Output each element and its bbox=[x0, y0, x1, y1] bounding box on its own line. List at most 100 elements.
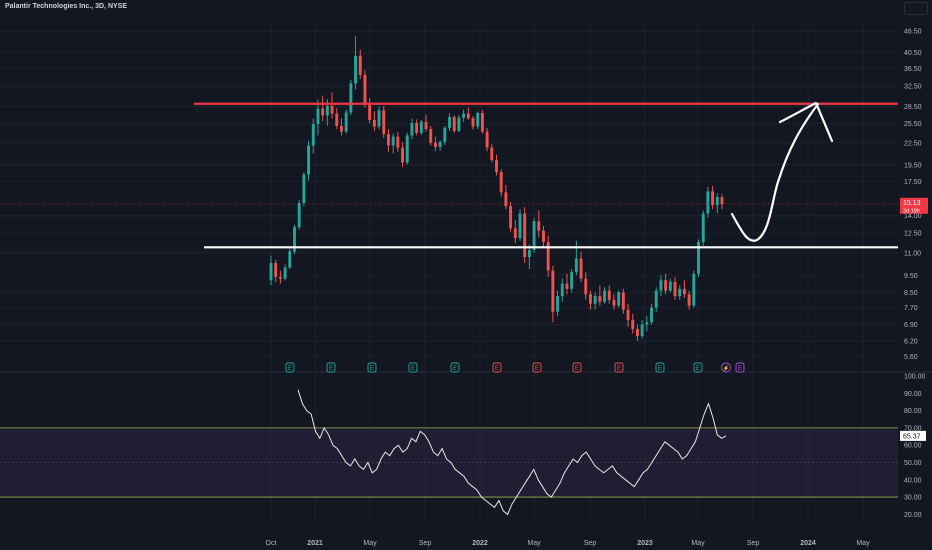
candle-body bbox=[429, 129, 433, 143]
candle-body bbox=[354, 55, 358, 84]
candle-body bbox=[330, 105, 334, 114]
earnings-marker-label: E bbox=[696, 366, 700, 372]
candle-body bbox=[631, 320, 635, 330]
candle-body bbox=[711, 191, 715, 206]
rsi-tick-label: 90.00 bbox=[904, 391, 922, 398]
projection-path bbox=[730, 102, 820, 242]
candle-body bbox=[499, 172, 503, 193]
candle-body bbox=[617, 292, 621, 306]
candle-body bbox=[570, 272, 574, 289]
support-resistance-lines bbox=[0, 102, 898, 249]
earnings-marker-label: E bbox=[738, 366, 742, 372]
candle-body bbox=[438, 142, 442, 147]
earnings-marker-label: E bbox=[658, 366, 662, 372]
candle-body bbox=[668, 281, 672, 291]
candle-body bbox=[391, 136, 395, 146]
earnings-marker bbox=[693, 362, 703, 373]
candle-body bbox=[325, 105, 329, 116]
candle-body bbox=[480, 113, 484, 132]
candle-body bbox=[283, 267, 287, 279]
earnings-marker-label: E bbox=[411, 366, 415, 372]
candle-body bbox=[349, 83, 353, 113]
candle-body bbox=[396, 136, 400, 148]
axes: Oct 2021 May Sep 2022 May Sep 2023 May Sep 2024 May… bbox=[266, 29, 928, 547]
price-tick-label: 25.50 bbox=[904, 121, 922, 128]
rsi-tick-label: 60.00 bbox=[904, 443, 922, 450]
candle-body bbox=[302, 174, 306, 204]
earnings-marker bbox=[285, 362, 295, 373]
rsi-value-label-bg bbox=[900, 430, 926, 441]
lightning-marker bbox=[721, 362, 731, 373]
rsi-tick-label: 30.00 bbox=[904, 495, 922, 502]
price-tick-label: 22.50 bbox=[904, 140, 922, 147]
candle-body bbox=[311, 124, 315, 146]
price-label-bg bbox=[900, 197, 928, 214]
candle-body bbox=[471, 118, 475, 127]
earnings-marker bbox=[326, 362, 336, 373]
candle-body bbox=[527, 250, 531, 258]
x-tick-label: Oct bbox=[266, 540, 277, 547]
candle-body bbox=[682, 288, 686, 295]
x-tick-label: 2023 bbox=[637, 540, 653, 547]
x-tick-label: Sep bbox=[419, 540, 432, 547]
earnings-marker bbox=[367, 362, 377, 373]
candle-body bbox=[593, 296, 597, 304]
candle-body bbox=[645, 322, 649, 325]
earnings-marker bbox=[735, 362, 745, 373]
candle-body bbox=[589, 294, 592, 304]
candle-body bbox=[344, 112, 348, 132]
candle-body bbox=[316, 108, 320, 125]
rsi-tick-label: 50.00 bbox=[904, 460, 922, 467]
x-tick-label: May bbox=[691, 540, 705, 547]
candle-body bbox=[419, 121, 423, 133]
candle-body bbox=[509, 206, 513, 229]
earnings-marker bbox=[572, 362, 582, 373]
candle-body bbox=[635, 329, 639, 337]
price-tick-label: 9.50 bbox=[904, 273, 918, 280]
price-tick-label: 8.50 bbox=[904, 290, 918, 297]
candle-body bbox=[335, 113, 339, 126]
candle-body bbox=[448, 117, 451, 128]
candle-body bbox=[307, 145, 311, 175]
candle-body bbox=[321, 108, 325, 116]
candle-body bbox=[523, 213, 527, 258]
candle-body bbox=[433, 142, 437, 147]
earnings-marker-label: E bbox=[535, 366, 539, 372]
earnings-marker-label: E bbox=[575, 366, 579, 372]
candle-body bbox=[640, 324, 644, 337]
price-label-countdown: 3d 19h bbox=[903, 208, 920, 214]
price-tick-label: 7.70 bbox=[904, 305, 918, 312]
candle-body bbox=[715, 197, 719, 206]
candle-body bbox=[551, 270, 555, 312]
candle-body bbox=[518, 213, 522, 239]
chart-menu-button[interactable] bbox=[904, 2, 928, 15]
candle-body bbox=[542, 230, 545, 243]
candle-body bbox=[692, 273, 696, 306]
earnings-marker bbox=[408, 362, 418, 373]
candle-body bbox=[476, 113, 480, 127]
candle-body bbox=[443, 127, 447, 143]
candle-body bbox=[358, 55, 362, 75]
price-candles bbox=[269, 36, 724, 341]
candle-body bbox=[363, 74, 367, 104]
candle-body bbox=[537, 221, 541, 231]
earnings-markers: E E E E E E E E E E E E ⚡ bbox=[285, 362, 745, 373]
candle-body bbox=[720, 197, 724, 205]
x-tick-label: May bbox=[363, 540, 377, 547]
candle-body bbox=[673, 281, 677, 297]
candle-body bbox=[410, 122, 414, 136]
price-tick-label: 14.00 bbox=[904, 213, 922, 220]
candle-body bbox=[382, 110, 386, 135]
candle-body bbox=[377, 110, 381, 127]
candle-body bbox=[650, 307, 653, 323]
x-tick-label: 2024 bbox=[800, 540, 816, 547]
earnings-marker bbox=[450, 362, 460, 373]
earnings-marker bbox=[655, 362, 665, 373]
earnings-marker-label: E bbox=[453, 366, 457, 372]
candle-body bbox=[504, 192, 508, 207]
candle-body bbox=[415, 122, 419, 133]
candle-body bbox=[278, 276, 282, 279]
price-tick-label: 46.50 bbox=[904, 29, 922, 36]
candle-body bbox=[664, 280, 668, 291]
